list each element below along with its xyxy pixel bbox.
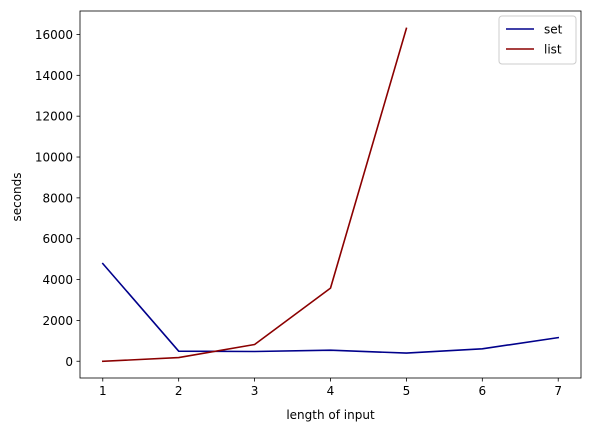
y-tick-label: 14000 (35, 69, 73, 83)
y-tick-label: 12000 (35, 110, 73, 124)
y-tick-label: 10000 (35, 151, 73, 165)
y-tick-label: 16000 (35, 28, 73, 42)
y-tick-label: 4000 (42, 273, 73, 287)
series-layer (101, 27, 560, 363)
x-tick-label: 3 (251, 384, 259, 398)
x-tick-label: 5 (403, 384, 411, 398)
y-tick-label: 2000 (42, 314, 73, 328)
legend: set list (498, 15, 577, 65)
x-axis: 1 2 3 4 5 6 7 (99, 378, 562, 398)
legend-label-list: list (544, 43, 562, 57)
series-line-list (101, 27, 408, 363)
y-tick-label: 6000 (42, 232, 73, 246)
x-tick-label: 1 (99, 384, 107, 398)
y-axis: 0 2000 4000 6000 8000 10000 12000 14000 16000 (35, 28, 80, 369)
plot-frame (79, 10, 582, 379)
x-axis-label: length of input (286, 408, 375, 422)
y-tick-label: 8000 (42, 191, 73, 205)
x-tick-label: 4 (327, 384, 335, 398)
x-tick-label: 7 (554, 384, 562, 398)
legend-box (498, 15, 577, 65)
series-line-set (101, 262, 560, 354)
x-tick-label: 6 (478, 384, 486, 398)
y-tick-label: 0 (65, 355, 73, 369)
y-axis-label: seconds (10, 172, 24, 221)
plot-area (79, 10, 582, 379)
legend-label-set: set (544, 23, 563, 37)
x-tick-label: 2 (175, 384, 183, 398)
